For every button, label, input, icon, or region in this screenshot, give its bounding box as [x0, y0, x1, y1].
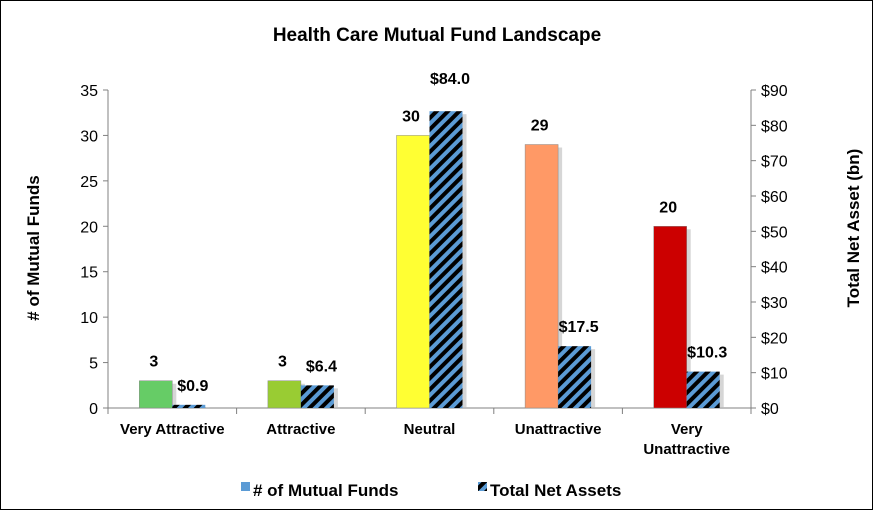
x-tick-label: Attractive — [266, 421, 335, 438]
legend-swatch-funds — [241, 482, 250, 491]
y-tick-label: 15 — [80, 265, 98, 282]
legend-swatch-assets — [478, 482, 487, 491]
bar-funds — [397, 135, 430, 408]
y2-tick-label: $40 — [761, 260, 788, 277]
y2-axis-title: Total Net Asset (bn) — [844, 149, 863, 308]
legend-label-assets: Total Net Assets — [490, 481, 621, 500]
y2-tick-label: $10 — [761, 366, 788, 383]
bar-funds — [268, 381, 301, 408]
y-tick-label: 25 — [80, 174, 98, 191]
bars — [139, 111, 723, 408]
data-label-funds: 29 — [531, 118, 549, 135]
y2-tick-label: $30 — [761, 295, 788, 312]
y-tick-label: 30 — [80, 128, 98, 145]
bar-assets — [687, 372, 720, 408]
bar-funds — [654, 226, 687, 408]
y-tick-label: 0 — [89, 401, 98, 418]
y2-tick-label: $0 — [761, 401, 779, 418]
chart-title: Health Care Mutual Fund Landscape — [273, 25, 601, 46]
bar-funds — [525, 145, 558, 408]
y-axis-title: # of Mutual Funds — [24, 175, 43, 320]
y2-tick-label: $90 — [761, 83, 788, 100]
y-tick-label: 35 — [80, 83, 98, 100]
data-label-assets: $0.9 — [177, 378, 208, 395]
bar-assets — [558, 346, 591, 408]
y2-tick-label: $70 — [761, 154, 788, 171]
data-label-assets: $10.3 — [687, 345, 727, 362]
x-tick-label: Unattractive — [643, 441, 730, 458]
x-tick-label: Very — [671, 421, 703, 438]
data-label-assets: $84.0 — [430, 71, 470, 88]
bar-funds — [139, 381, 172, 408]
data-label-funds: 20 — [659, 199, 677, 216]
data-label-funds: 3 — [149, 354, 158, 371]
y-tick-label: 5 — [89, 356, 98, 373]
y2-tick-label: $50 — [761, 224, 788, 241]
x-tick-label: Very Attractive — [120, 421, 225, 438]
bar-assets — [301, 385, 334, 408]
data-label-assets: $17.5 — [559, 319, 599, 336]
data-label-funds: 30 — [402, 108, 420, 125]
bar-assets — [172, 405, 205, 408]
y-tick-label: 20 — [80, 219, 98, 236]
y2-tick-label: $80 — [761, 118, 788, 135]
legend: # of Mutual Funds Total Net Assets — [241, 481, 621, 500]
y2-tick-label: $20 — [761, 330, 788, 347]
x-tick-label: Unattractive — [515, 421, 602, 438]
y-tick-label: 10 — [80, 310, 98, 327]
x-tick-label: Neutral — [404, 421, 456, 438]
data-label-funds: 3 — [278, 354, 287, 371]
data-label-assets: $6.4 — [306, 358, 337, 375]
legend-label-funds: # of Mutual Funds — [253, 481, 398, 500]
bar-assets — [430, 111, 463, 408]
y2-tick-label: $60 — [761, 189, 788, 206]
